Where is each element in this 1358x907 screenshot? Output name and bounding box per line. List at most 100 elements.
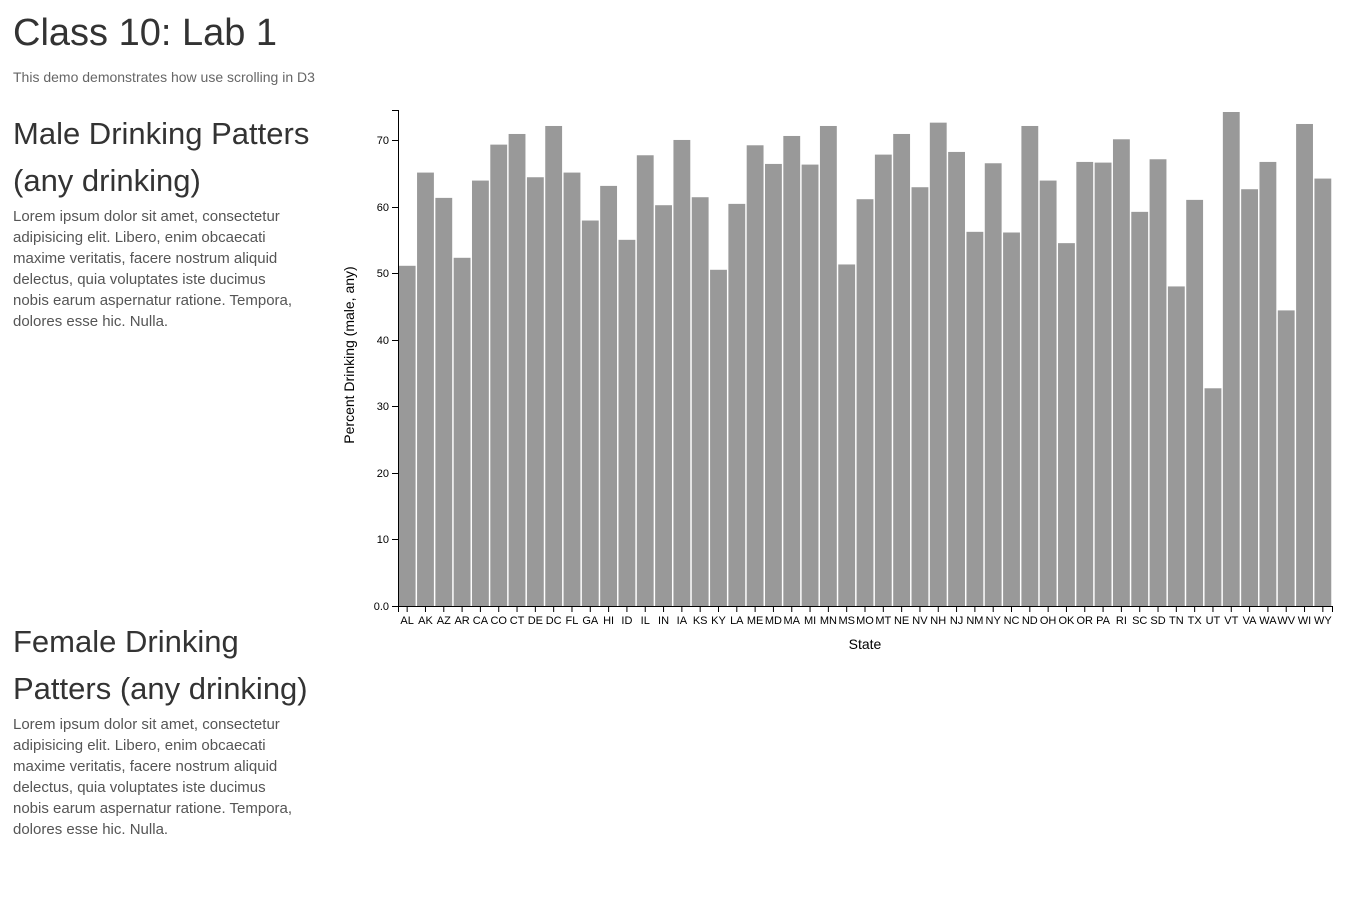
bar-in — [655, 205, 672, 606]
bar-ct — [508, 133, 526, 606]
bar-sc — [1131, 211, 1149, 607]
x-tick-label: IN — [658, 615, 669, 627]
page-title: Class 10: Lab 1 — [13, 12, 278, 54]
bar-de — [526, 177, 544, 606]
x-tick-label: WV — [1277, 615, 1295, 627]
x-axis: AL AK AZ AR CA CO CT DE DC FL GA HI ID IL IN IA KS KY LA ME… — [398, 606, 1333, 627]
bar-mt — [874, 154, 892, 607]
y-tick-label: 0.0 — [374, 601, 389, 613]
bar-ut — [1204, 388, 1222, 606]
bar-ca — [471, 180, 489, 606]
x-tick-label: MD — [765, 615, 782, 627]
x-tick-label: AK — [418, 615, 433, 627]
x-tick-label: MN — [820, 615, 837, 627]
bar-chart: 0.0 10 20 30 40 50 60 70 AL AK AZ AR CA CO CT DE DC FL GA… — [330, 100, 1350, 670]
bar-dc — [545, 125, 563, 607]
y-tick-label: 50 — [377, 268, 389, 280]
x-tick-label: TN — [1169, 615, 1184, 627]
bar-nc — [1003, 232, 1020, 606]
bar-chart-svg: 0.0 10 20 30 40 50 60 70 AL AK AZ AR CA CO CT DE DC FL GA… — [341, 110, 1333, 652]
bar-ga — [581, 220, 599, 606]
page-subtitle: This demo demonstrates how use scrolling… — [13, 69, 315, 85]
bar-wa — [1259, 161, 1277, 606]
y-tick-label: 70 — [377, 135, 389, 147]
x-tick-label: IL — [641, 615, 650, 627]
y-tick-label: 40 — [377, 335, 389, 347]
bar-ms — [838, 264, 856, 606]
bar-fl — [563, 172, 581, 606]
bar-wv — [1277, 310, 1295, 606]
bar-hi — [600, 185, 618, 606]
bar-nm — [966, 231, 984, 606]
y-tick-label: 10 — [377, 534, 389, 546]
plot-area: 0.0 10 20 30 40 50 60 70 AL AK AZ AR CA CO CT DE DC FL GA… — [374, 110, 1333, 627]
bar-wi — [1296, 123, 1313, 607]
bar-mi — [801, 164, 819, 606]
section-heading: Male Drinking Patters (any drinking) — [13, 116, 310, 198]
y-axis: 0.0 10 20 30 40 50 60 70 — [374, 110, 399, 613]
x-tick-label: VT — [1224, 615, 1238, 627]
x-tick-label: KS — [693, 615, 708, 627]
x-tick-label: WY — [1314, 615, 1332, 627]
x-tick-label: FL — [566, 615, 579, 627]
y-tick-label: 30 — [377, 401, 389, 413]
x-tick-label: KY — [711, 615, 726, 627]
x-tick-label: MS — [838, 615, 855, 627]
x-tick-label: CA — [473, 615, 489, 627]
x-tick-label: AZ — [437, 615, 451, 627]
x-tick-label: SC — [1132, 615, 1147, 627]
x-tick-label: NE — [894, 615, 909, 627]
x-tick-label: MA — [784, 615, 801, 627]
section-body: Lorem ipsum dolor sit amet, consectetur … — [13, 716, 293, 838]
x-tick-label: NY — [986, 615, 1002, 627]
bar-pa — [1094, 162, 1112, 606]
bar-nh — [929, 122, 947, 607]
section-body: Lorem ipsum dolor sit amet, consectetur … — [13, 208, 293, 330]
x-tick-label: UT — [1206, 615, 1221, 627]
bar-me — [746, 145, 764, 606]
bar-nv — [911, 187, 929, 606]
bar-il — [636, 155, 654, 606]
x-tick-label: WI — [1298, 615, 1311, 627]
x-tick-label: ID — [621, 615, 632, 627]
x-tick-label: AR — [454, 615, 469, 627]
x-tick-label: ND — [1022, 615, 1038, 627]
x-tick-label: IA — [677, 615, 688, 627]
bar-mo — [856, 199, 874, 606]
x-tick-label: MT — [875, 615, 891, 627]
bar-md — [765, 163, 782, 606]
x-tick-label: GA — [582, 615, 599, 627]
x-tick-label: PA — [1096, 615, 1111, 627]
x-tick-label: NV — [912, 615, 928, 627]
bar-wy — [1314, 178, 1332, 606]
bar-la — [728, 203, 746, 606]
x-tick-label: DE — [528, 615, 543, 627]
x-tick-label: HI — [603, 615, 614, 627]
x-tick-label: NM — [966, 615, 983, 627]
bar-or — [1076, 161, 1094, 606]
section-female-drinking: Female Drinking Patters (any drinking) L… — [13, 618, 313, 840]
bar-ar — [453, 257, 471, 606]
bar-ky — [710, 269, 727, 606]
bar-mn — [819, 125, 837, 607]
bar-ak — [417, 172, 434, 606]
x-tick-label: VA — [1243, 615, 1258, 627]
x-tick-label: AL — [400, 615, 413, 627]
x-tick-label: OH — [1040, 615, 1057, 627]
bar-co — [490, 144, 508, 606]
section-heading: Female Drinking Patters (any drinking) — [13, 624, 308, 706]
bars — [398, 112, 1332, 607]
bar-ri — [1112, 139, 1130, 606]
bar-id — [618, 239, 636, 606]
x-tick-label: SD — [1150, 615, 1165, 627]
bar-nd — [1021, 125, 1039, 607]
x-tick-label: OK — [1058, 615, 1075, 627]
x-tick-label: MI — [804, 615, 816, 627]
bar-vt — [1222, 112, 1240, 606]
bar-tx — [1186, 199, 1204, 606]
y-axis-label: Percent Drinking (male, any) — [341, 266, 357, 443]
bar-ok — [1058, 243, 1075, 606]
x-axis-label: State — [849, 636, 882, 652]
bar-nj — [948, 151, 965, 606]
